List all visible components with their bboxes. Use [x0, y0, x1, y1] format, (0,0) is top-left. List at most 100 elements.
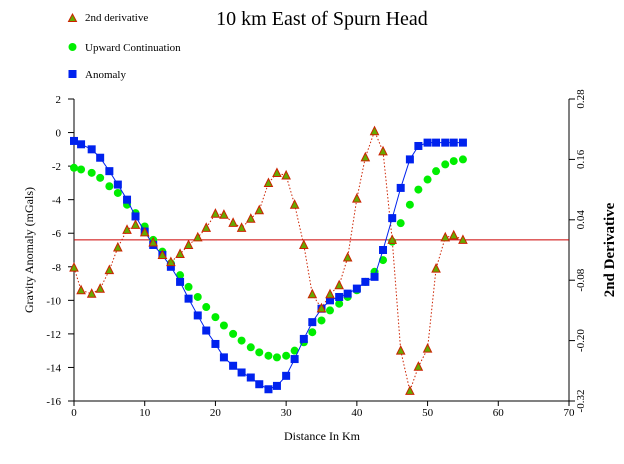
- y2-tick-label: -0.08: [575, 268, 587, 291]
- upward-continuation-point: [96, 173, 105, 182]
- upward-continuation-point: [77, 165, 86, 174]
- upward-continuation-point: [282, 351, 291, 360]
- anomaly-point: [77, 140, 86, 149]
- second-derivative-point: [263, 177, 274, 188]
- second-derivative-point: [272, 167, 282, 177]
- anomaly-point: [396, 183, 405, 192]
- x-tick-label: 30: [281, 407, 293, 419]
- upward-continuation-point: [423, 175, 432, 184]
- upward-continuation-point: [105, 182, 114, 191]
- anomaly-point: [282, 371, 291, 380]
- upward-continuation-point: [414, 185, 423, 194]
- upward-continuation-point: [405, 200, 414, 209]
- y-tick-label: -14: [46, 362, 61, 374]
- legend-item-upward-continuation: Upward Continuation: [68, 42, 181, 54]
- anomaly-point: [388, 214, 397, 223]
- upward-continuation-point: [432, 167, 441, 176]
- anomaly-point: [308, 318, 317, 327]
- legend-item-anomaly: Anomaly: [68, 69, 126, 81]
- second-derivative-point: [183, 239, 194, 249]
- anomaly-point: [113, 180, 122, 189]
- anomaly-point: [166, 262, 175, 271]
- upward-continuation-point: [237, 336, 246, 345]
- second-derivative-point: [192, 231, 203, 242]
- anomaly-point: [193, 311, 202, 320]
- anomaly-point: [432, 138, 441, 147]
- x-tick-label: 40: [351, 407, 363, 419]
- upward-continuation-point: [317, 316, 326, 325]
- second-derivative-point: [175, 248, 185, 259]
- anomaly-point: [105, 167, 114, 176]
- second-derivative-point: [86, 288, 97, 298]
- anomaly-point: [414, 141, 423, 150]
- y-axis-label: Gravity Anomaly (mGals): [22, 187, 36, 313]
- x-axis-label: Distance In Km: [284, 429, 361, 443]
- y-axis-ticks: 2 0 -2 -4 -6 -8 -10 -12 -14 -16: [46, 94, 74, 408]
- legend-marker-anomaly: [68, 70, 77, 78]
- second-derivative-point: [104, 264, 115, 275]
- anomaly-point: [229, 361, 238, 370]
- anomaly-point: [96, 153, 105, 162]
- second-derivative-point: [166, 256, 176, 267]
- second-derivative-point: [316, 302, 327, 313]
- anomaly-point: [379, 246, 388, 254]
- series-second-derivative-markers: [69, 125, 468, 395]
- x-tick-label: 20: [210, 407, 222, 419]
- anomaly-point: [449, 138, 458, 147]
- chart-title: 10 km East of Spurn Head: [216, 8, 428, 30]
- anomaly-point: [441, 138, 450, 147]
- upward-continuation-point: [290, 346, 299, 355]
- x-tick-label: 0: [71, 407, 77, 419]
- second-derivative-point: [228, 217, 238, 227]
- anomaly-point: [458, 138, 467, 147]
- legend-label-second-derivative: 2nd derivative: [85, 12, 148, 24]
- second-derivative-point: [334, 279, 344, 290]
- second-derivative-point: [299, 239, 309, 249]
- second-derivative-point: [76, 284, 86, 295]
- upward-continuation-point: [335, 299, 344, 308]
- plot-frame: [73, 99, 570, 402]
- second-derivative-point: [325, 288, 335, 299]
- anomaly-point: [211, 339, 220, 348]
- second-derivative-point: [236, 222, 247, 232]
- anomaly-point: [184, 294, 193, 303]
- y2-tick-label: 0.04: [575, 210, 587, 230]
- second-derivative-point: [219, 209, 229, 219]
- legend-marker-second-derivative: [67, 12, 78, 22]
- anomaly-point: [246, 373, 255, 382]
- upward-continuation-point: [211, 313, 220, 322]
- upward-continuation-point: [193, 292, 202, 301]
- second-derivative-point: [113, 241, 123, 252]
- second-derivative-point: [405, 385, 415, 395]
- upward-continuation-point: [441, 160, 450, 169]
- x-axis-ticks: 0 10 20 30 40 50 60 70: [71, 401, 575, 419]
- second-derivative-point: [360, 151, 371, 162]
- anomaly-point: [352, 284, 361, 293]
- upward-continuation-point: [246, 343, 255, 352]
- second-derivative-point: [130, 219, 141, 229]
- anomaly-point: [290, 355, 299, 364]
- second-derivative-point: [431, 263, 441, 273]
- anomaly-point: [255, 380, 264, 389]
- x-tick-label: 70: [564, 407, 576, 419]
- y-tick-label: -16: [46, 396, 61, 408]
- y-tick-label: -4: [52, 195, 62, 207]
- second-derivative-point: [254, 204, 265, 215]
- upward-continuation-point: [379, 256, 388, 265]
- y-tick-label: -10: [46, 295, 61, 307]
- second-derivative-point: [157, 249, 168, 260]
- second-derivative-point: [245, 213, 256, 223]
- upward-continuation-point: [229, 329, 238, 338]
- y2-tick-label: 0.28: [575, 89, 587, 109]
- anomaly-point: [176, 277, 185, 286]
- second-derivative-point: [210, 208, 221, 218]
- upward-continuation-point: [308, 328, 317, 337]
- upward-continuation-point: [202, 303, 211, 312]
- x-tick-label: 10: [139, 407, 151, 419]
- legend-label-upward-continuation: Upward Continuation: [85, 42, 181, 54]
- x-tick-label: 60: [493, 407, 505, 419]
- second-derivative-point: [281, 169, 291, 180]
- y2-axis-ticks: 0.28 0.16 0.04 -0.08 -0.20 -0.32: [569, 89, 587, 412]
- second-derivative-point: [139, 226, 150, 237]
- second-derivative-point: [122, 224, 132, 234]
